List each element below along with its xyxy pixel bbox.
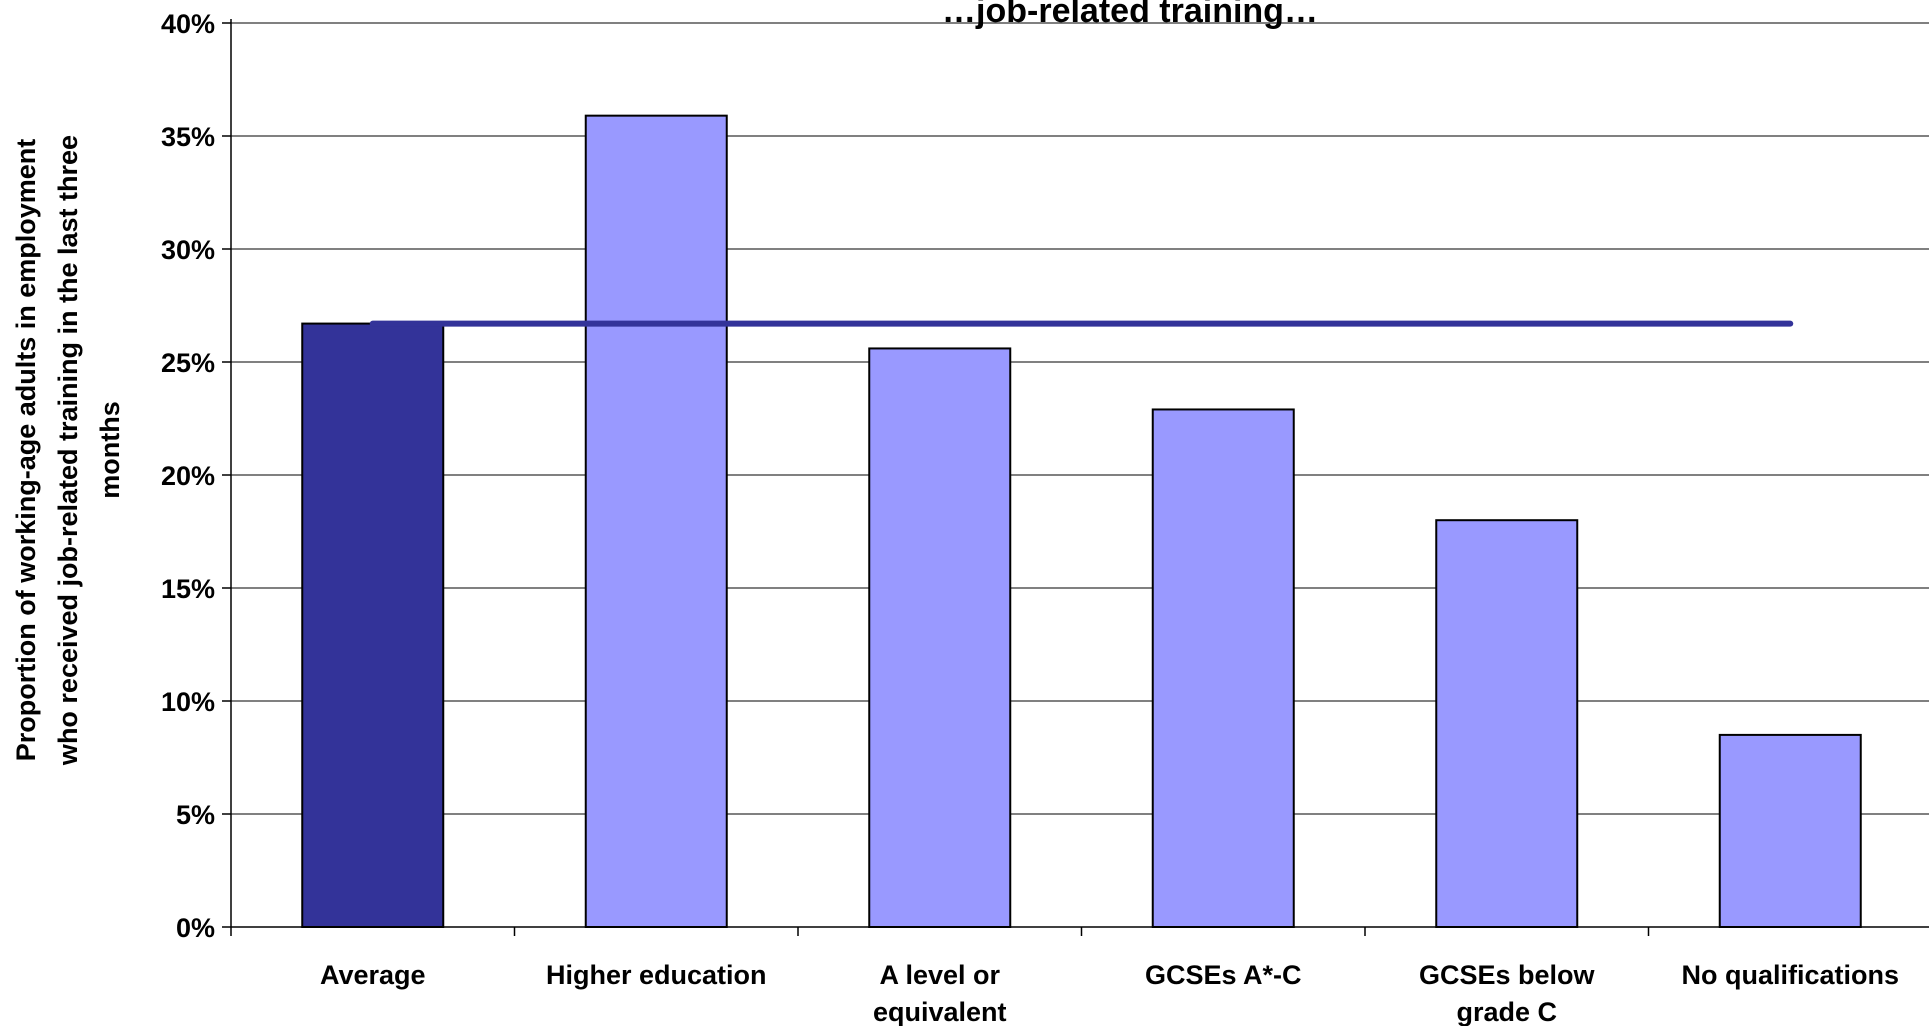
y-tick-label: 25%: [161, 348, 215, 378]
y-axis-title-layer: Proportion of working-age adults in empl…: [11, 135, 125, 766]
x-tick-label: GCSEs below grade C: [1419, 960, 1596, 1026]
x-tick-label: No qualifications: [1681, 960, 1899, 990]
y-axis-title-line: who received job-related training in the…: [53, 135, 83, 766]
bar: [584, 114, 728, 929]
bar: [1151, 408, 1295, 928]
y-tick-label: 0%: [176, 913, 215, 943]
y-tick-label: 35%: [161, 122, 215, 152]
bar: [868, 347, 1012, 928]
bar: [1718, 733, 1862, 929]
y-tick-label: 30%: [161, 235, 215, 265]
bars-layer: [301, 114, 1862, 929]
y-tick-label: 20%: [161, 461, 215, 491]
x-tick-label: A level or equivalent: [873, 960, 1007, 1026]
y-tick-label: 15%: [161, 574, 215, 604]
chart-title-layer: …job-related training…: [942, 0, 1318, 30]
chart-title: …job-related training…: [942, 0, 1318, 30]
y-axis-title-line: Proportion of working-age adults in empl…: [11, 139, 41, 762]
x-tick-label: GCSEs A*-C: [1145, 960, 1302, 990]
y-axis-title-line: months: [95, 401, 125, 499]
x-tick-label: Average: [320, 960, 426, 990]
grid-layer: [231, 22, 1929, 815]
y-tick-label: 40%: [161, 9, 215, 39]
axis-layer: 0% 5% 10% 15% 20% 25% 30% 35% 40% Average Higher e…: [161, 9, 1929, 1026]
bar-average: [301, 322, 445, 928]
bar: [1435, 519, 1579, 928]
y-tick-label: 10%: [161, 687, 215, 717]
y-tick-label: 5%: [176, 800, 215, 830]
x-tick-label: Higher education: [546, 960, 767, 990]
